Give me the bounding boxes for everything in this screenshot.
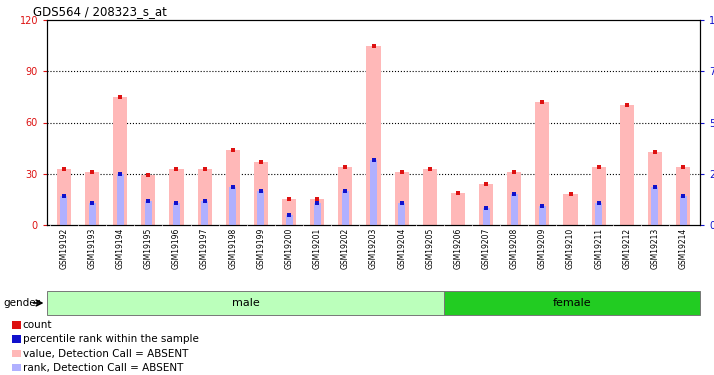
Bar	[229, 188, 236, 225]
Bar	[12, 321, 21, 328]
Text: GSM19197: GSM19197	[200, 228, 209, 269]
Bar	[286, 215, 293, 225]
Bar	[536, 102, 549, 225]
Text: percentile rank within the sample: percentile rank within the sample	[23, 334, 198, 344]
Bar	[257, 191, 264, 225]
Bar	[89, 203, 96, 225]
Text: GSM19213: GSM19213	[650, 228, 660, 269]
Bar	[57, 169, 71, 225]
Bar	[342, 191, 349, 225]
Text: GSM19205: GSM19205	[426, 228, 434, 269]
Text: GSM19202: GSM19202	[341, 228, 350, 269]
Bar	[173, 203, 180, 225]
Text: GSM19196: GSM19196	[172, 228, 181, 269]
Bar	[12, 364, 21, 371]
Bar	[539, 206, 546, 225]
Text: GSM19214: GSM19214	[678, 228, 688, 269]
Text: GSM19194: GSM19194	[116, 228, 125, 269]
Bar	[483, 208, 490, 225]
Bar	[338, 167, 353, 225]
Text: male: male	[232, 298, 260, 308]
Text: GDS564 / 208323_s_at: GDS564 / 208323_s_at	[33, 5, 166, 18]
Bar	[113, 97, 127, 225]
Bar	[423, 169, 437, 225]
Bar	[116, 174, 124, 225]
Text: gender: gender	[4, 298, 41, 308]
Bar	[61, 196, 67, 225]
Bar	[47, 291, 445, 315]
Text: GSM19192: GSM19192	[59, 228, 69, 269]
Bar	[254, 162, 268, 225]
Bar	[648, 152, 662, 225]
Text: GSM19211: GSM19211	[594, 228, 603, 269]
Bar	[592, 167, 605, 225]
Text: GSM19204: GSM19204	[397, 228, 406, 269]
Bar	[451, 192, 465, 225]
Bar	[563, 194, 578, 225]
Text: GSM19207: GSM19207	[481, 228, 491, 269]
Text: GSM19208: GSM19208	[510, 228, 519, 269]
Text: rank, Detection Call = ABSENT: rank, Detection Call = ABSENT	[23, 363, 183, 373]
Bar	[398, 203, 405, 225]
Text: GSM19193: GSM19193	[88, 228, 96, 269]
Bar	[595, 203, 602, 225]
Bar	[85, 172, 99, 225]
Bar	[676, 167, 690, 225]
Text: GSM19210: GSM19210	[566, 228, 575, 269]
Bar	[395, 172, 408, 225]
Bar	[370, 160, 377, 225]
Text: GSM19203: GSM19203	[369, 228, 378, 269]
Text: female: female	[553, 298, 592, 308]
Text: count: count	[23, 320, 52, 330]
Text: GSM19195: GSM19195	[144, 228, 153, 269]
Bar	[201, 201, 208, 225]
Bar	[282, 200, 296, 225]
Bar	[620, 105, 634, 225]
Bar	[511, 194, 518, 225]
Bar	[198, 169, 211, 225]
Text: value, Detection Call = ABSENT: value, Detection Call = ABSENT	[23, 349, 188, 358]
Bar	[366, 46, 381, 225]
Text: GSM19212: GSM19212	[623, 228, 631, 269]
Text: GSM19209: GSM19209	[538, 228, 547, 269]
Bar	[12, 335, 21, 343]
Bar	[479, 184, 493, 225]
Bar	[507, 172, 521, 225]
Text: GSM19198: GSM19198	[228, 228, 237, 269]
Text: GSM19206: GSM19206	[453, 228, 463, 269]
Text: GSM19199: GSM19199	[256, 228, 266, 269]
Bar	[12, 350, 21, 357]
Text: GSM19200: GSM19200	[285, 228, 293, 269]
Bar	[310, 200, 324, 225]
Bar	[145, 201, 152, 225]
Bar	[680, 196, 687, 225]
Bar	[313, 203, 321, 225]
Bar	[169, 169, 183, 225]
Text: GSM19201: GSM19201	[313, 228, 322, 269]
Bar	[226, 150, 240, 225]
Bar	[141, 176, 156, 225]
Bar	[651, 188, 658, 225]
Bar	[445, 291, 700, 315]
